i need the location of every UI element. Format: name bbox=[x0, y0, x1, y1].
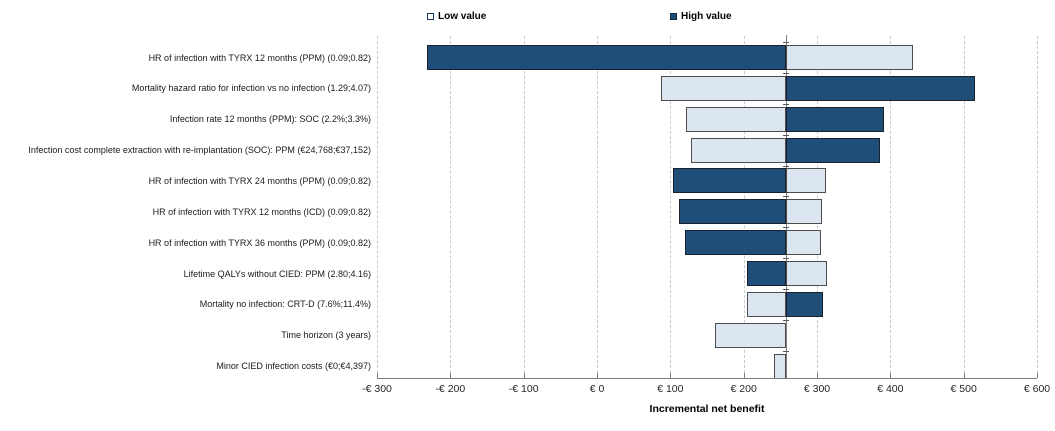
category-axis-tick bbox=[783, 288, 790, 290]
bar-low-segment bbox=[747, 291, 787, 317]
bar-low-segment bbox=[660, 75, 787, 101]
row-label: Lifetime QALYs without CIED: PPM (2.80;4… bbox=[183, 268, 371, 279]
gridline bbox=[1037, 36, 1038, 378]
category-axis-tick bbox=[783, 319, 790, 321]
x-tick-label: -€ 300 bbox=[362, 383, 392, 395]
category-axis-tick bbox=[783, 42, 790, 44]
bar-low-segment bbox=[786, 45, 914, 70]
high-value-legend-swatch-icon bbox=[670, 12, 677, 20]
gridline bbox=[597, 36, 598, 378]
x-tick-label: -€ 200 bbox=[435, 383, 466, 395]
bar-low-segment bbox=[786, 230, 821, 256]
x-axis-title: Incremental net benefit bbox=[649, 403, 765, 415]
x-tick-label: € 500 bbox=[950, 383, 977, 395]
bar-high-segment bbox=[746, 261, 787, 287]
bar-low-segment bbox=[786, 168, 826, 194]
row-label: HR of infection with TYRX 24 months (PPM… bbox=[148, 175, 371, 186]
row-label: Mortality no infection: CRT-D (7.6%;11.4… bbox=[199, 299, 371, 310]
bar-high-segment bbox=[426, 45, 787, 70]
gridline bbox=[377, 36, 378, 378]
row-label: Time horizon (3 years) bbox=[281, 330, 371, 341]
row-label: HR of infection with TYRX 36 months (PPM… bbox=[148, 237, 371, 248]
row-label: Mortality hazard ratio for infection vs … bbox=[131, 83, 371, 94]
x-axis-tick bbox=[743, 373, 745, 378]
bar-high-segment bbox=[786, 291, 823, 317]
bar-high-segment bbox=[672, 168, 787, 194]
x-axis-line bbox=[377, 378, 1037, 379]
x-axis-tick bbox=[1037, 373, 1038, 378]
legend-label-high: High value bbox=[681, 10, 732, 22]
gridline bbox=[963, 36, 965, 378]
row-label: Infection rate 12 months (PPM): SOC (2.2… bbox=[169, 114, 371, 125]
x-tick-label: € 0 bbox=[589, 383, 605, 395]
x-axis-tick bbox=[377, 373, 378, 378]
x-tick-label: € 200 bbox=[730, 383, 757, 395]
category-axis-tick bbox=[783, 196, 790, 198]
legend-label-low: Low value bbox=[438, 10, 487, 22]
x-axis-tick bbox=[963, 373, 965, 378]
row-label: HR of infection with TYRX 12 months (ICD… bbox=[152, 206, 371, 217]
gridline bbox=[670, 36, 672, 378]
category-axis-tick bbox=[783, 350, 790, 352]
category-axis-tick bbox=[783, 103, 790, 105]
x-tick-label: € 300 bbox=[803, 383, 831, 395]
bar-low-segment bbox=[685, 106, 787, 132]
gridline bbox=[450, 36, 452, 378]
bar-low-segment bbox=[774, 353, 787, 379]
legend-item-low: Low value bbox=[427, 9, 486, 23]
bar-low-segment bbox=[715, 322, 787, 348]
row-label: Infection cost complete extraction with … bbox=[28, 145, 371, 156]
x-axis-tick bbox=[670, 373, 672, 378]
category-axis-tick bbox=[783, 134, 790, 136]
bar-high-segment bbox=[786, 137, 881, 163]
bar-low-segment bbox=[786, 261, 828, 287]
row-label: HR of infection with TYRX 12 months (PPM… bbox=[148, 52, 371, 63]
legend-item-high: High value bbox=[670, 9, 732, 23]
x-axis-tick bbox=[597, 373, 598, 378]
x-tick-label: € 600 bbox=[1023, 383, 1051, 395]
bar-high-segment bbox=[679, 199, 787, 225]
category-axis-tick bbox=[783, 227, 790, 229]
x-tick-label: € 400 bbox=[877, 383, 904, 395]
category-axis-tick bbox=[783, 258, 790, 260]
row-label: Minor CIED infection costs (€0;€4,397) bbox=[216, 361, 371, 372]
low-value-legend-swatch-icon bbox=[427, 12, 434, 20]
category-axis-tick bbox=[783, 165, 790, 167]
x-tick-label: € 100 bbox=[657, 383, 684, 395]
category-axis-tick bbox=[783, 72, 790, 74]
bar-low-segment bbox=[786, 199, 823, 225]
x-axis-tick bbox=[523, 373, 525, 378]
bar-high-segment bbox=[786, 75, 975, 101]
bar-low-segment bbox=[690, 137, 787, 163]
x-tick-label: -€ 100 bbox=[508, 383, 539, 395]
bar-high-segment bbox=[786, 106, 884, 132]
bar-high-segment bbox=[685, 230, 787, 256]
x-axis-tick bbox=[890, 373, 892, 378]
x-axis-tick bbox=[450, 373, 452, 378]
gridline bbox=[890, 36, 892, 378]
x-axis-tick bbox=[817, 373, 818, 378]
gridline bbox=[523, 36, 525, 378]
